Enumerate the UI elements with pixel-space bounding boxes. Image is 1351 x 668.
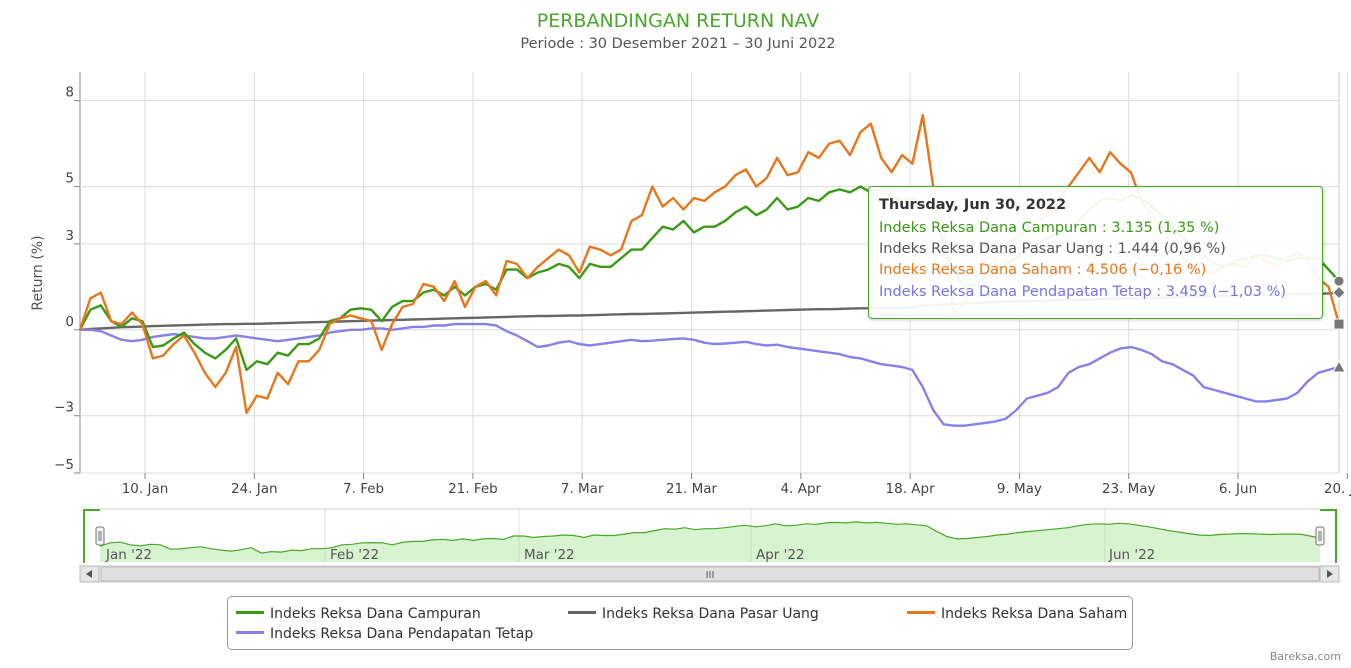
legend-label: Indeks Reksa Dana Saham <box>941 606 1128 622</box>
legend-swatch-campuran <box>236 610 264 614</box>
navigator-right-bracket <box>1320 509 1337 563</box>
end-marker-campuran <box>1333 275 1345 287</box>
navigator-handle-right[interactable] <box>1315 526 1325 546</box>
navigator-label: Jan '22 <box>105 547 152 563</box>
y-tick-label: 3 <box>65 228 74 244</box>
legend-item-campuran[interactable]: Indeks Reksa Dana Campuran <box>236 606 481 622</box>
x-tick-label: 7. Feb <box>343 481 384 497</box>
chart-title: PERBANDINGAN RETURN NAV <box>537 10 820 32</box>
chart-subtitle: Periode : 30 Desember 2021 – 30 Juni 202… <box>520 36 835 52</box>
tooltip-date: Thursday, Jun 30, 2022 <box>879 197 1067 213</box>
tooltip-row-campuran: Indeks Reksa Dana Campuran : 3.135 (1,35… <box>879 220 1220 236</box>
legend-label: Indeks Reksa Dana Pasar Uang <box>602 606 819 622</box>
end-marker-pendapatan-tetap <box>1332 359 1346 373</box>
navigator-label: Apr '22 <box>756 547 805 563</box>
y-tick-label: −5 <box>54 457 74 473</box>
credit-text: Bareksa.com <box>1269 650 1341 663</box>
handle-body <box>1315 526 1325 546</box>
x-tick-label: 9. May <box>997 481 1042 497</box>
x-tick-label: 18. Apr <box>886 481 936 497</box>
legend-swatch-pasar-uang <box>568 610 596 614</box>
navigator-area <box>100 521 1320 562</box>
x-tick-label: 7. Mar <box>561 481 604 497</box>
navigator-label: Jun '22 <box>1108 547 1155 563</box>
scroll-left-arrow-icon <box>86 570 92 578</box>
x-tick-label: 21. Feb <box>448 481 498 497</box>
legend-item-saham[interactable]: Indeks Reksa Dana Saham <box>907 606 1127 622</box>
scrollbar-thumb <box>100 566 1320 582</box>
legend-swatch-saham <box>907 610 935 614</box>
navigator-left-bracket <box>83 509 100 563</box>
y-tick-label: 8 <box>65 85 74 101</box>
range-navigator[interactable]: Jan '22 Feb '22 Mar '22 Apr '22 Jun '22 III <box>79 508 1340 583</box>
y-tick-label: −3 <box>54 400 74 416</box>
tooltip-row-pendapatan-tetap: Indeks Reksa Dana Pendapatan Tetap : 3.4… <box>879 284 1287 300</box>
end-marker-saham <box>1333 318 1345 330</box>
x-tick-label: 6. Jun <box>1219 481 1257 497</box>
navigator-label: Feb '22 <box>330 547 379 563</box>
series-line-pendapatan-tetap <box>80 322 1340 427</box>
legend-item-pendapatan-tetap[interactable]: Indeks Reksa Dana Pendapatan Tetap <box>236 626 533 642</box>
y-axis-label: Return (%) <box>30 235 46 310</box>
x-tick-label: 24. Jan <box>231 481 278 497</box>
chart-legend: Indeks Reksa Dana Campuran Indeks Reksa … <box>227 596 1133 650</box>
legend-label: Indeks Reksa Dana Campuran <box>270 606 481 622</box>
x-tick-label: 10. Jan <box>122 481 169 497</box>
end-marker-pasar-uang <box>1332 285 1346 300</box>
x-axis-ticks: 10. Jan 24. Jan 7. Feb 21. Feb 7. Mar 21. Mar… <box>122 473 1351 497</box>
y-axis-ticks: −5 −3 0 3 5 8 <box>54 85 80 474</box>
y-tick-label: 0 <box>65 314 74 330</box>
navigator-handle-left[interactable] <box>95 526 105 546</box>
y-tick-label: 5 <box>65 171 74 187</box>
handle-body <box>95 526 105 546</box>
data-tooltip: Thursday, Jun 30, 2022 Indeks Reksa Dana… <box>868 186 1323 319</box>
x-tick-label: 21. Mar <box>666 481 718 497</box>
navigator-scrollbar[interactable]: III <box>79 565 1340 583</box>
navigator-background <box>100 509 1320 562</box>
series-line-saham <box>78 113 1341 415</box>
x-tick-label: 23. May <box>1102 481 1156 497</box>
series-end-markers <box>1332 275 1346 373</box>
legend-label: Indeks Reksa Dana Pendapatan Tetap <box>270 626 534 642</box>
navigator-label: Mar '22 <box>524 547 575 563</box>
scrollbar-grip: III <box>706 570 715 581</box>
navigator-line <box>99 521 1321 554</box>
legend-item-pasar-uang[interactable]: Indeks Reksa Dana Pasar Uang <box>568 606 819 622</box>
tooltip-row-pasar-uang: Indeks Reksa Dana Pasar Uang : 1.444 (0,… <box>879 241 1226 257</box>
tooltip-row-saham: Indeks Reksa Dana Saham : 4.506 (−0,16 %… <box>879 262 1207 278</box>
x-tick-label: 4. Apr <box>781 481 822 497</box>
legend-swatch-pendapatan-tetap <box>236 630 264 634</box>
scroll-right-arrow-icon <box>1327 570 1333 578</box>
x-tick-label: 20. Jun <box>1324 481 1351 497</box>
